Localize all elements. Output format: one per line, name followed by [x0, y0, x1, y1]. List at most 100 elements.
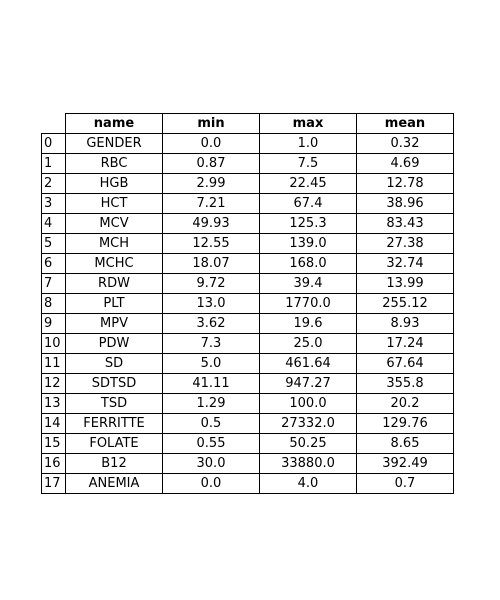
row-index-cell: 8 — [41, 293, 66, 314]
row-index-cell: 16 — [41, 453, 66, 474]
min-cell: 13.0 — [162, 293, 260, 314]
row-index-cell: 0 — [41, 133, 66, 154]
table-row: 9 MPV 3.62 19.6 8.93 — [41, 313, 454, 334]
name-cell: MPV — [65, 313, 163, 334]
row-index-cell: 13 — [41, 393, 66, 414]
mean-cell: 355.8 — [356, 373, 454, 394]
max-cell: 168.0 — [259, 253, 357, 274]
max-cell: 461.64 — [259, 353, 357, 374]
row-index-cell: 6 — [41, 253, 66, 274]
mean-cell: 32.74 — [356, 253, 454, 274]
min-cell: 7.21 — [162, 193, 260, 214]
max-cell: 139.0 — [259, 233, 357, 254]
min-cell: 0.0 — [162, 133, 260, 154]
min-cell: 1.29 — [162, 393, 260, 414]
row-index-cell: 3 — [41, 193, 66, 214]
min-cell: 18.07 — [162, 253, 260, 274]
table-row: 7 RDW 9.72 39.4 13.99 — [41, 273, 454, 294]
column-header-name: name — [65, 113, 163, 134]
min-cell: 30.0 — [162, 453, 260, 474]
mean-cell: 38.96 — [356, 193, 454, 214]
row-index-cell: 17 — [41, 473, 66, 494]
mean-cell: 8.65 — [356, 433, 454, 454]
min-cell: 0.5 — [162, 413, 260, 434]
table-row: 12 SDTSD 41.11 947.27 355.8 — [41, 373, 454, 394]
mean-cell: 13.99 — [356, 273, 454, 294]
max-cell: 25.0 — [259, 333, 357, 354]
min-cell: 5.0 — [162, 353, 260, 374]
name-cell: ANEMIA — [65, 473, 163, 494]
name-cell: PLT — [65, 293, 163, 314]
name-cell: RDW — [65, 273, 163, 294]
row-index-cell: 14 — [41, 413, 66, 434]
name-cell: B12 — [65, 453, 163, 474]
table-body: 0 GENDER 0.0 1.0 0.32 1 RBC 0.87 7.5 4.69 2 HGB 2.99… — [41, 133, 454, 494]
table-row: 4 MCV 49.93 125.3 83.43 — [41, 213, 454, 234]
min-cell: 41.11 — [162, 373, 260, 394]
max-cell: 27332.0 — [259, 413, 357, 434]
row-index-cell: 11 — [41, 353, 66, 374]
name-cell: RBC — [65, 153, 163, 174]
table-row: 15 FOLATE 0.55 50.25 8.65 — [41, 433, 454, 454]
table-row: 11 SD 5.0 461.64 67.64 — [41, 353, 454, 374]
mean-cell: 255.12 — [356, 293, 454, 314]
name-cell: TSD — [65, 393, 163, 414]
header-corner-cell — [42, 114, 66, 134]
mean-cell: 27.38 — [356, 233, 454, 254]
name-cell: FOLATE — [65, 433, 163, 454]
table-row: 2 HGB 2.99 22.45 12.78 — [41, 173, 454, 194]
min-cell: 3.62 — [162, 313, 260, 334]
column-header-min: min — [162, 113, 260, 134]
name-cell: MCV — [65, 213, 163, 234]
row-index-cell: 10 — [41, 333, 66, 354]
row-index-cell: 5 — [41, 233, 66, 254]
mean-cell: 129.76 — [356, 413, 454, 434]
mean-cell: 392.49 — [356, 453, 454, 474]
name-cell: HGB — [65, 173, 163, 194]
row-index-cell: 1 — [41, 153, 66, 174]
mean-cell: 20.2 — [356, 393, 454, 414]
name-cell: GENDER — [65, 133, 163, 154]
table-row: 3 HCT 7.21 67.4 38.96 — [41, 193, 454, 214]
min-cell: 0.87 — [162, 153, 260, 174]
name-cell: MCHC — [65, 253, 163, 274]
name-cell: FERRITTE — [65, 413, 163, 434]
max-cell: 1770.0 — [259, 293, 357, 314]
mean-cell: 83.43 — [356, 213, 454, 234]
column-header-max: max — [259, 113, 357, 134]
max-cell: 947.27 — [259, 373, 357, 394]
table-row: 13 TSD 1.29 100.0 20.2 — [41, 393, 454, 414]
table-row: 8 PLT 13.0 1770.0 255.12 — [41, 293, 454, 314]
min-cell: 9.72 — [162, 273, 260, 294]
table-row: 16 B12 30.0 33880.0 392.49 — [41, 453, 454, 474]
name-cell: HCT — [65, 193, 163, 214]
mean-cell: 0.7 — [356, 473, 454, 494]
min-cell: 12.55 — [162, 233, 260, 254]
min-cell: 2.99 — [162, 173, 260, 194]
name-cell: PDW — [65, 333, 163, 354]
row-index-cell: 2 — [41, 173, 66, 194]
mean-cell: 12.78 — [356, 173, 454, 194]
table-header-row: name min max mean — [42, 113, 454, 134]
name-cell: MCH — [65, 233, 163, 254]
column-header-mean: mean — [356, 113, 454, 134]
summary-statistics-table: name min max mean 0 GENDER 0.0 1.0 0.32 1 RBC 0… — [41, 113, 454, 494]
table-row: 1 RBC 0.87 7.5 4.69 — [41, 153, 454, 174]
max-cell: 22.45 — [259, 173, 357, 194]
summary-table-wrapper: name min max mean 0 GENDER 0.0 1.0 0.32 1 RBC 0… — [41, 113, 454, 494]
max-cell: 19.6 — [259, 313, 357, 334]
max-cell: 100.0 — [259, 393, 357, 414]
table-row: 10 PDW 7.3 25.0 17.24 — [41, 333, 454, 354]
table-row: 14 FERRITTE 0.5 27332.0 129.76 — [41, 413, 454, 434]
min-cell: 0.0 — [162, 473, 260, 494]
mean-cell: 17.24 — [356, 333, 454, 354]
row-index-cell: 9 — [41, 313, 66, 334]
mean-cell: 67.64 — [356, 353, 454, 374]
row-index-cell: 7 — [41, 273, 66, 294]
max-cell: 50.25 — [259, 433, 357, 454]
min-cell: 0.55 — [162, 433, 260, 454]
min-cell: 7.3 — [162, 333, 260, 354]
row-index-cell: 15 — [41, 433, 66, 454]
table-row: 6 MCHC 18.07 168.0 32.74 — [41, 253, 454, 274]
row-index-cell: 12 — [41, 373, 66, 394]
